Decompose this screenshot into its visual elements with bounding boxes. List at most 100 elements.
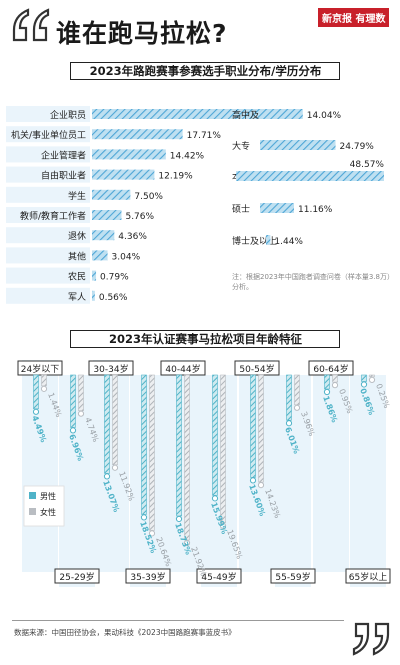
occ-value-label: 14.42% (170, 151, 205, 161)
occ-label: 企业职员 (50, 109, 86, 121)
age-group-box (160, 360, 206, 376)
age-band (130, 375, 166, 587)
age-group-box (234, 360, 280, 376)
occ-bar (92, 270, 97, 281)
occ-label-bg (6, 126, 90, 143)
edu-value-label: 48.57% (350, 160, 385, 170)
age-band (313, 360, 349, 572)
age-bar-female-cap (77, 410, 85, 417)
age-band (22, 360, 58, 572)
age-band (201, 375, 237, 587)
age-bar-male (286, 374, 292, 421)
edu-bar (236, 171, 384, 181)
footer-rule (12, 620, 344, 621)
age-bar-male (104, 374, 110, 474)
occ-label: 教师/教育工作者 (20, 210, 86, 222)
occ-label-bg (6, 267, 90, 284)
legend-swatch-male (29, 492, 36, 499)
age-band (275, 375, 311, 587)
age-group-box (345, 568, 391, 584)
age-bar-male-cap (285, 420, 293, 427)
occ-bar (92, 230, 115, 241)
occ-label: 其他 (68, 250, 86, 262)
occ-value-label: 12.19% (158, 172, 193, 182)
age-bar-female (332, 374, 338, 383)
edu-value-label: 11.16% (298, 205, 333, 215)
edu-value-label: 24.79% (340, 142, 375, 152)
edu-value-label: 1.44% (274, 237, 303, 247)
occ-label-bg (6, 166, 90, 183)
page-title: 谁在跑马拉松? (56, 19, 228, 48)
age-bar-female-cap (148, 530, 156, 537)
occ-label: 自由职业者 (41, 170, 86, 182)
legend-label-male: 男性 (40, 491, 56, 501)
age-bar-female (78, 374, 84, 411)
open-quote-icon (8, 6, 52, 46)
occ-bar (92, 149, 166, 160)
close-quote-icon (350, 618, 394, 658)
occ-bar (92, 169, 155, 180)
occ-label-bg (6, 106, 90, 122)
brand-logo: 新京报 有理数 (318, 8, 390, 27)
age-bar-female-cap (368, 376, 376, 383)
age-bar-male (33, 374, 39, 410)
age-bar-female (294, 374, 300, 406)
age-band (59, 375, 95, 587)
age-group-box (196, 568, 242, 584)
occ-label-bg (6, 287, 90, 304)
occ-bar (92, 250, 108, 261)
occ-label: 学生 (68, 190, 86, 202)
age-band (350, 375, 386, 587)
occ-bar (92, 210, 122, 220)
age-bar-female-cap (111, 464, 119, 471)
occ-bar (92, 129, 183, 140)
occ-label: 农民 (68, 271, 86, 283)
age-bar-male-cap (323, 388, 331, 396)
occ-label-bg (6, 207, 90, 223)
edu-bar (266, 235, 271, 245)
legend-box (23, 485, 65, 527)
occ-bar (92, 109, 262, 119)
data-source: 数据来源：中国田径协会，果动科技《2023中国路跑赛事蓝皮书》 (14, 628, 236, 637)
edu-label: 大专 (232, 140, 250, 152)
occ-label-bg (6, 227, 90, 244)
section1-title-bar (70, 62, 340, 80)
footnote: 注：根据2023年中国跑者调查问卷（样本量3.8万）分析。 (232, 273, 391, 291)
age-bar-male-cap (175, 515, 183, 523)
age-bar-female (149, 374, 155, 531)
edu-bar (260, 109, 303, 119)
age-bar-male (250, 374, 256, 478)
age-bar-male-cap (32, 408, 40, 415)
age-bar-female-cap (219, 522, 227, 530)
age-bar-male (212, 374, 218, 496)
occ-value-label: 4.36% (118, 232, 147, 242)
occ-label-bg (6, 186, 90, 203)
age-bar-female (369, 374, 375, 378)
age-bar-female-cap (331, 382, 339, 389)
age-bar-female-cap (257, 482, 265, 489)
age-bar-male (176, 374, 182, 517)
age-bar-male-cap (140, 514, 148, 521)
age-bar-female-cap (40, 385, 48, 392)
age-group-box (125, 568, 171, 584)
age-band (93, 360, 129, 572)
age-group-box (54, 568, 100, 584)
age-group-label: 30-34岁 (93, 363, 128, 375)
age-bar-male (324, 374, 330, 390)
age-bar-female-cap (293, 404, 301, 411)
occ-label: 军人 (68, 292, 86, 303)
section2-title: 2023年认证赛事马拉松项目年龄特征 (108, 332, 302, 346)
edu-bar (260, 203, 295, 213)
age-group-label: 25-29岁 (59, 571, 94, 583)
section2-title-bar (70, 330, 340, 348)
age-bar-female (258, 374, 264, 483)
occ-value-label: 7.50% (134, 192, 163, 202)
edu-value-label: 14.04% (307, 111, 342, 121)
age-group-label: 24岁以下 (21, 363, 59, 375)
occ-label: 退休 (68, 230, 86, 242)
edu-label: 硕士 (232, 203, 250, 215)
occ-value-label: 3.04% (112, 252, 141, 262)
age-bar-male-cap (69, 427, 77, 434)
